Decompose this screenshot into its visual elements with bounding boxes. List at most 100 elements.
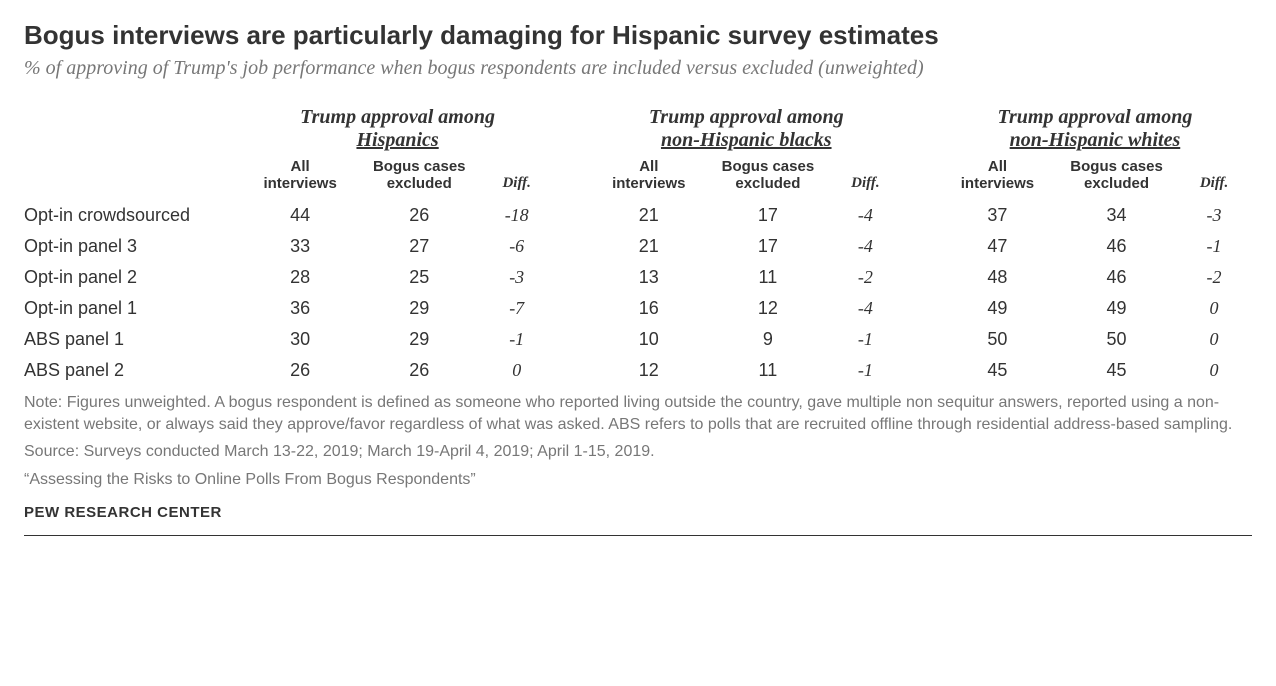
spacer: [903, 200, 938, 231]
cell-diff: 0: [1176, 324, 1252, 355]
col-excluded: Bogus casesexcluded: [708, 154, 827, 200]
table-row: ABS panel 13029-1109-150500: [24, 324, 1252, 355]
source-text: Source: Surveys conducted March 13-22, 2…: [24, 441, 1252, 463]
cell-all: 10: [589, 324, 708, 355]
group-line2: Hispanics: [356, 129, 438, 151]
cell-diff: -1: [1176, 231, 1252, 262]
cell-excluded: 26: [360, 200, 479, 231]
row-label: ABS panel 2: [24, 355, 241, 386]
col-diff: Diff.: [1176, 154, 1252, 200]
table-row: ABS panel 2262601211-145450: [24, 355, 1252, 386]
cell-excluded: 45: [1057, 355, 1176, 386]
group-header-2: Trump approval among non-Hispanic whites: [938, 104, 1252, 154]
cell-all: 50: [938, 324, 1057, 355]
cell-all: 12: [589, 355, 708, 386]
cell-excluded: 12: [708, 293, 827, 324]
cell-excluded: 27: [360, 231, 479, 262]
cell-diff: -1: [827, 324, 903, 355]
cell-diff: -18: [479, 200, 555, 231]
note-text: Note: Figures unweighted. A bogus respon…: [24, 392, 1252, 435]
cell-diff: -3: [1176, 200, 1252, 231]
cell-all: 26: [241, 355, 360, 386]
cell-all: 45: [938, 355, 1057, 386]
data-table: Trump approval among Hispanics Trump app…: [24, 104, 1252, 386]
cell-excluded: 25: [360, 262, 479, 293]
group-line1: Trump approval among: [300, 106, 495, 128]
group-line2: non-Hispanic whites: [1010, 129, 1181, 151]
row-label: Opt-in crowdsourced: [24, 200, 241, 231]
cell-all: 44: [241, 200, 360, 231]
col-excluded: Bogus casesexcluded: [1057, 154, 1176, 200]
cell-diff: -2: [1176, 262, 1252, 293]
spacer: [903, 262, 938, 293]
cell-all: 30: [241, 324, 360, 355]
cell-all: 33: [241, 231, 360, 262]
cell-excluded: 29: [360, 293, 479, 324]
col-diff: Diff.: [827, 154, 903, 200]
group-header-1: Trump approval among non-Hispanic blacks: [589, 104, 903, 154]
cell-diff: -7: [479, 293, 555, 324]
cell-diff: -1: [827, 355, 903, 386]
cell-all: 21: [589, 200, 708, 231]
row-label: Opt-in panel 1: [24, 293, 241, 324]
report-text: “Assessing the Risks to Online Polls Fro…: [24, 469, 1252, 491]
cell-all: 28: [241, 262, 360, 293]
cell-excluded: 11: [708, 355, 827, 386]
spacer: [555, 231, 590, 262]
cell-diff: 0: [1176, 355, 1252, 386]
cell-all: 36: [241, 293, 360, 324]
cell-excluded: 34: [1057, 200, 1176, 231]
cell-diff: 0: [479, 355, 555, 386]
cell-all: 49: [938, 293, 1057, 324]
table-row: Opt-in panel 13629-71612-449490: [24, 293, 1252, 324]
spacer: [555, 324, 590, 355]
table-row: Opt-in panel 33327-6 2117-4 4746-1: [24, 231, 1252, 262]
cell-diff: 0: [1176, 293, 1252, 324]
cell-excluded: 49: [1057, 293, 1176, 324]
cell-diff: -6: [479, 231, 555, 262]
cell-all: 37: [938, 200, 1057, 231]
cell-diff: -1: [479, 324, 555, 355]
col-all: Allinterviews: [589, 154, 708, 200]
table-row: Opt-in crowdsourced4426-18 2117-4 3734-3: [24, 200, 1252, 231]
cell-all: 21: [589, 231, 708, 262]
row-label: Opt-in panel 3: [24, 231, 241, 262]
spacer: [903, 324, 938, 355]
row-label: ABS panel 1: [24, 324, 241, 355]
spacer: [555, 355, 590, 386]
cell-excluded: 17: [708, 231, 827, 262]
cell-diff: -4: [827, 231, 903, 262]
cell-all: 13: [589, 262, 708, 293]
spacer: [903, 355, 938, 386]
cell-all: 47: [938, 231, 1057, 262]
cell-diff: -3: [479, 262, 555, 293]
col-all: Allinterviews: [938, 154, 1057, 200]
spacer: [555, 293, 590, 324]
attribution: PEW RESEARCH CENTER: [24, 504, 1252, 521]
cell-diff: -4: [827, 200, 903, 231]
bottom-divider: [24, 535, 1252, 536]
spacer: [903, 231, 938, 262]
cell-diff: -4: [827, 293, 903, 324]
cell-excluded: 29: [360, 324, 479, 355]
cell-excluded: 46: [1057, 231, 1176, 262]
col-excluded: Bogus casesexcluded: [360, 154, 479, 200]
cell-all: 48: [938, 262, 1057, 293]
row-label: Opt-in panel 2: [24, 262, 241, 293]
cell-diff: -2: [827, 262, 903, 293]
group-line1: Trump approval among: [649, 106, 844, 128]
col-diff: Diff.: [479, 154, 555, 200]
spacer: [555, 200, 590, 231]
table-row: Opt-in panel 22825-31311-24846-2: [24, 262, 1252, 293]
cell-excluded: 9: [708, 324, 827, 355]
group-header-0: Trump approval among Hispanics: [241, 104, 555, 154]
group-line2: non-Hispanic blacks: [661, 129, 832, 151]
group-line1: Trump approval among: [998, 106, 1193, 128]
spacer: [903, 293, 938, 324]
cell-excluded: 46: [1057, 262, 1176, 293]
cell-excluded: 17: [708, 200, 827, 231]
cell-excluded: 11: [708, 262, 827, 293]
spacer: [555, 262, 590, 293]
col-all: Allinterviews: [241, 154, 360, 200]
page-subtitle: % of approving of Trump's job performanc…: [24, 57, 1252, 80]
